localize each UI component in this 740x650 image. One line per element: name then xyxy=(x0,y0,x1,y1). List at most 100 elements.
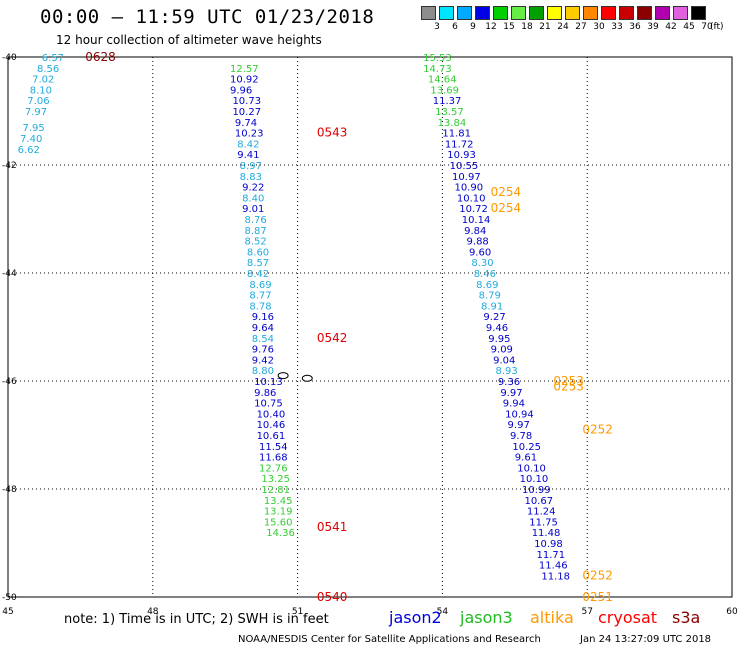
pass-time-label: 0542 xyxy=(317,331,348,345)
color-scale-swatch xyxy=(547,6,562,20)
wave-height-point: 11.24 xyxy=(527,507,556,518)
color-scale-label: 42 xyxy=(665,22,677,32)
color-scale-label: 24 xyxy=(557,22,569,32)
color-scale-label: 9 xyxy=(470,22,476,32)
x-tick-label: 51 xyxy=(292,607,303,617)
wave-height-point: 8.56 xyxy=(37,64,59,75)
color-scale-label: 21 xyxy=(539,22,551,32)
wave-height-point: 14.73 xyxy=(423,64,452,75)
wave-height-point: 9.22 xyxy=(242,183,264,194)
wave-height-point: 9.46 xyxy=(486,323,508,334)
color-scale-label: 70 xyxy=(701,22,713,32)
pass-time-label: 0251 xyxy=(582,590,613,604)
wave-height-point: 10.46 xyxy=(257,420,286,431)
wave-height-point: 8.57 xyxy=(247,258,269,269)
color-scale-swatch xyxy=(493,6,508,20)
wave-height-point: 6.57 xyxy=(42,53,64,64)
credit-line: NOAA/NESDIS Center for Satellite Applica… xyxy=(238,634,541,645)
y-tick-label: -42 xyxy=(2,161,17,171)
wave-height-point: 11.71 xyxy=(537,550,566,561)
y-tick-label: -44 xyxy=(2,269,17,279)
wave-height-point: 8.40 xyxy=(242,193,264,204)
wave-height-point: 7.06 xyxy=(27,96,49,107)
color-scale-swatch xyxy=(637,6,652,20)
wave-height-point: 7.95 xyxy=(22,123,44,134)
legend-entry: s3a xyxy=(672,608,701,627)
color-scale-swatch xyxy=(565,6,580,20)
color-scale-swatch xyxy=(619,6,634,20)
wave-height-point: 9.16 xyxy=(252,312,274,323)
wave-height-point: 8.10 xyxy=(30,85,52,96)
footer-note: note: 1) Time is in UTC; 2) SWH is in fe… xyxy=(64,612,329,627)
wave-height-point: 10.94 xyxy=(505,409,534,420)
wave-height-point: 8.52 xyxy=(245,237,267,248)
color-scale-swatch xyxy=(655,6,670,20)
wave-height-point: 8.42 xyxy=(247,269,269,280)
color-scale-label: 18 xyxy=(521,22,533,32)
wave-height-point: 10.61 xyxy=(257,431,286,442)
wave-height-point: 8.60 xyxy=(247,247,269,258)
wave-height-point: 8.87 xyxy=(245,226,267,237)
wave-height-point: 8.91 xyxy=(481,301,503,312)
wave-height-point: 10.93 xyxy=(447,150,476,161)
wave-height-point: 11.46 xyxy=(539,561,568,572)
wave-height-point: 9.97 xyxy=(508,420,530,431)
wave-height-point: 7.97 xyxy=(25,107,47,118)
wave-height-point: 8.93 xyxy=(495,366,517,377)
pass-time-label: 0540 xyxy=(317,590,348,604)
pass-time-label: 0252 xyxy=(582,568,613,582)
wave-height-point: 13.25 xyxy=(261,474,290,485)
wave-height-point: 9.60 xyxy=(469,247,491,258)
wave-height-point: 7.02 xyxy=(32,75,54,86)
color-scale-swatch xyxy=(529,6,544,20)
wave-height-point: 11.81 xyxy=(442,129,471,140)
page-title: 00:00 – 11:59 UTC 01/23/2018 xyxy=(40,6,375,28)
wave-height-point: 9.64 xyxy=(252,323,274,334)
wave-height-point: 11.54 xyxy=(259,442,288,453)
wave-height-point: 9.86 xyxy=(254,388,276,399)
wave-height-point: 8.97 xyxy=(240,161,262,172)
legend-entry: jason3 xyxy=(460,608,513,627)
wave-height-point: 8.54 xyxy=(252,334,274,345)
wave-height-point: 15.53 xyxy=(423,53,452,64)
color-scale-swatch xyxy=(673,6,688,20)
wave-height-point: 8.69 xyxy=(249,280,271,291)
wave-height-point: 9.41 xyxy=(237,150,259,161)
y-tick-label: -50 xyxy=(2,593,17,603)
wave-height-point: 8.69 xyxy=(476,280,498,291)
wave-height-point: 10.98 xyxy=(534,539,563,550)
wave-height-point: 9.01 xyxy=(242,204,264,215)
wave-height-point: 10.10 xyxy=(457,193,486,204)
color-scale-label: 15 xyxy=(503,22,515,32)
wave-height-point: 10.14 xyxy=(462,215,491,226)
wave-height-point: 11.18 xyxy=(541,571,570,582)
wave-height-point: 10.55 xyxy=(450,161,479,172)
color-scale-label: 45 xyxy=(683,22,695,32)
x-tick-label: 45 xyxy=(2,607,13,617)
wave-height-point: 8.46 xyxy=(474,269,496,280)
wave-height-point: 9.09 xyxy=(491,345,513,356)
wave-height-point: 10.92 xyxy=(230,75,259,86)
wave-height-point: 7.40 xyxy=(20,134,42,145)
color-scale-label: 6 xyxy=(452,22,458,32)
pass-time-label: 0252 xyxy=(582,423,613,437)
island-outline xyxy=(277,372,289,380)
wave-height-point: 12.81 xyxy=(261,485,290,496)
wave-height-point: 9.76 xyxy=(252,345,274,356)
y-tick-label: -46 xyxy=(2,377,17,387)
wave-height-point: 11.75 xyxy=(529,517,558,528)
wave-height-point: 10.13 xyxy=(254,377,283,388)
color-scale-label: 27 xyxy=(575,22,587,32)
wave-height-point: 8.30 xyxy=(471,258,493,269)
wave-height-point: 13.84 xyxy=(438,118,467,129)
color-scale-label: 12 xyxy=(485,22,497,32)
color-scale-label: 33 xyxy=(611,22,623,32)
x-tick-label: 54 xyxy=(437,607,449,617)
wave-height-point: 10.75 xyxy=(254,399,283,410)
wave-height-point: 9.42 xyxy=(252,355,274,366)
timestamp: Jan 24 13:27:09 UTC 2018 xyxy=(580,634,712,645)
x-tick-label: 48 xyxy=(147,607,159,617)
wave-height-point: 9.84 xyxy=(464,226,486,237)
wave-height-point: 11.48 xyxy=(532,528,561,539)
color-scale-swatch xyxy=(439,6,454,20)
